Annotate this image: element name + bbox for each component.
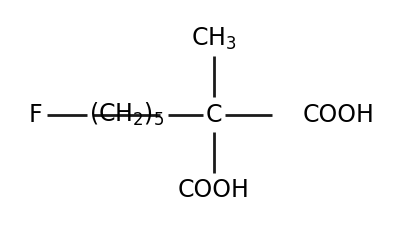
Text: (CH$_2$)$_5$: (CH$_2$)$_5$ — [89, 101, 164, 128]
Text: F: F — [29, 103, 42, 126]
Text: COOH: COOH — [302, 103, 374, 126]
Text: CH$_3$: CH$_3$ — [191, 26, 237, 52]
Text: COOH: COOH — [178, 178, 250, 202]
Text: C: C — [205, 103, 222, 126]
